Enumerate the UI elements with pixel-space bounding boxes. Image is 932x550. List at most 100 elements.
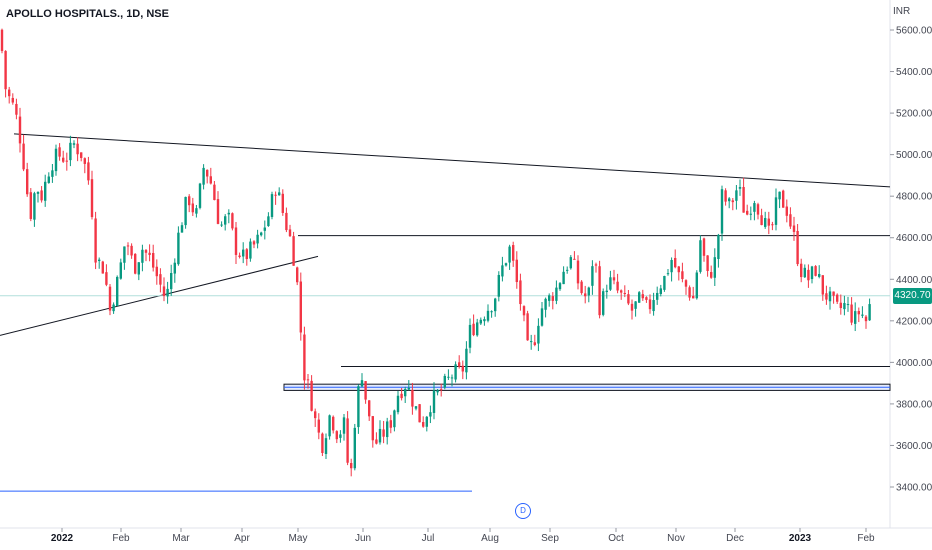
candle-up [530, 341, 533, 343]
candle-down [375, 439, 378, 444]
candle-up [141, 249, 144, 263]
candle-up [36, 192, 40, 194]
drawing-annotations[interactable] [0, 133, 891, 492]
candle-up [803, 267, 806, 278]
candle-down [83, 158, 86, 164]
candle-up [119, 262, 122, 279]
price-tick-label: 3400.00 [896, 483, 932, 494]
candle-down [533, 342, 536, 345]
symbol-title[interactable]: APOLLO HOSPITALS., 1D, NSE [6, 8, 169, 20]
candle-down [368, 400, 371, 417]
price-tick-label: 5200.00 [896, 109, 932, 120]
candle-down [231, 213, 234, 229]
candle-down [234, 227, 238, 255]
candle-down [771, 224, 774, 226]
candle-up [562, 271, 565, 285]
price-tick-label: 4400.00 [896, 275, 932, 286]
price-tick-label: 5600.00 [896, 26, 932, 37]
candle-down [62, 157, 65, 162]
candle-down [688, 287, 691, 298]
candle-down [785, 206, 788, 216]
time-tick-label: Sep [541, 533, 559, 544]
candle-up [69, 142, 72, 161]
candle-up [198, 183, 202, 208]
candle-down [22, 143, 25, 170]
candle-up [663, 276, 666, 290]
candle-up [137, 262, 140, 275]
candle-down [782, 190, 785, 208]
candle-down [206, 169, 209, 177]
candle-down [648, 299, 652, 310]
candle-down [58, 147, 61, 157]
candle-down [162, 286, 166, 296]
candle-down [134, 253, 137, 274]
candle-down [191, 203, 194, 213]
candle-down [371, 416, 374, 441]
candle-down [807, 269, 810, 281]
candle-up [393, 410, 396, 428]
candle-up [548, 295, 551, 301]
candle-up [818, 273, 821, 277]
candle-up [494, 298, 497, 312]
candle-down [155, 266, 158, 277]
candle-down [674, 258, 677, 268]
time-tick-label: Aug [481, 533, 499, 544]
candle-down [144, 250, 148, 253]
candle-up [778, 191, 781, 200]
candle-up [699, 240, 702, 272]
candle-up [652, 300, 655, 312]
candle-up [753, 203, 756, 212]
candle-down [76, 143, 79, 155]
candle-down [26, 169, 29, 195]
candle-down [832, 291, 835, 296]
candle-down [756, 204, 760, 215]
candle-down [245, 249, 248, 260]
candle-down [623, 292, 626, 294]
candle-up [378, 428, 382, 443]
candle-down [519, 280, 522, 305]
candle-down [584, 293, 587, 297]
candle-up [656, 292, 659, 300]
candle-up [764, 218, 767, 227]
candle-up [270, 194, 274, 217]
candle-down [285, 212, 288, 231]
candle-up [810, 266, 814, 280]
candle-up [587, 287, 590, 296]
time-tick-label: May [289, 533, 308, 544]
candle-down [306, 379, 310, 381]
candle-down [418, 404, 421, 423]
candle-up [173, 262, 176, 274]
candle-down [389, 420, 392, 428]
candle-up [497, 274, 500, 297]
candle-down [620, 290, 623, 293]
candle-up [436, 390, 439, 393]
candle-up [659, 288, 662, 295]
time-tick-label: Apr [234, 533, 250, 544]
candle-down [576, 260, 580, 284]
candle-up [735, 190, 738, 201]
candle-down [15, 103, 18, 115]
candle-down [461, 365, 464, 372]
candle-up [537, 325, 540, 344]
dividend-marker-icon[interactable]: D [515, 503, 531, 519]
candle-up [670, 259, 673, 273]
price-axis[interactable]: 5600.00 5400.00 5200.00 5000.00 4800.00 4600.… [890, 26, 932, 494]
candle-up [443, 375, 446, 388]
candle-up [357, 386, 360, 428]
candle-up [843, 303, 846, 310]
time-axis[interactable]: 2022 Feb Mar Apr May Jun Jul Aug Sep Oct Nov Dec 202… [51, 528, 875, 544]
candle-down [616, 281, 619, 291]
candle-up [868, 304, 871, 321]
candle-up [540, 308, 544, 326]
candle-down [281, 193, 284, 213]
candle-down [148, 252, 151, 255]
candle-down [11, 97, 14, 103]
candle-up [713, 257, 716, 278]
candle-down [346, 418, 349, 463]
candle-down [630, 303, 634, 311]
candle-up [454, 364, 457, 380]
candle-down [522, 306, 526, 316]
candle-down [598, 266, 601, 316]
time-tick-label: Feb [857, 533, 875, 544]
